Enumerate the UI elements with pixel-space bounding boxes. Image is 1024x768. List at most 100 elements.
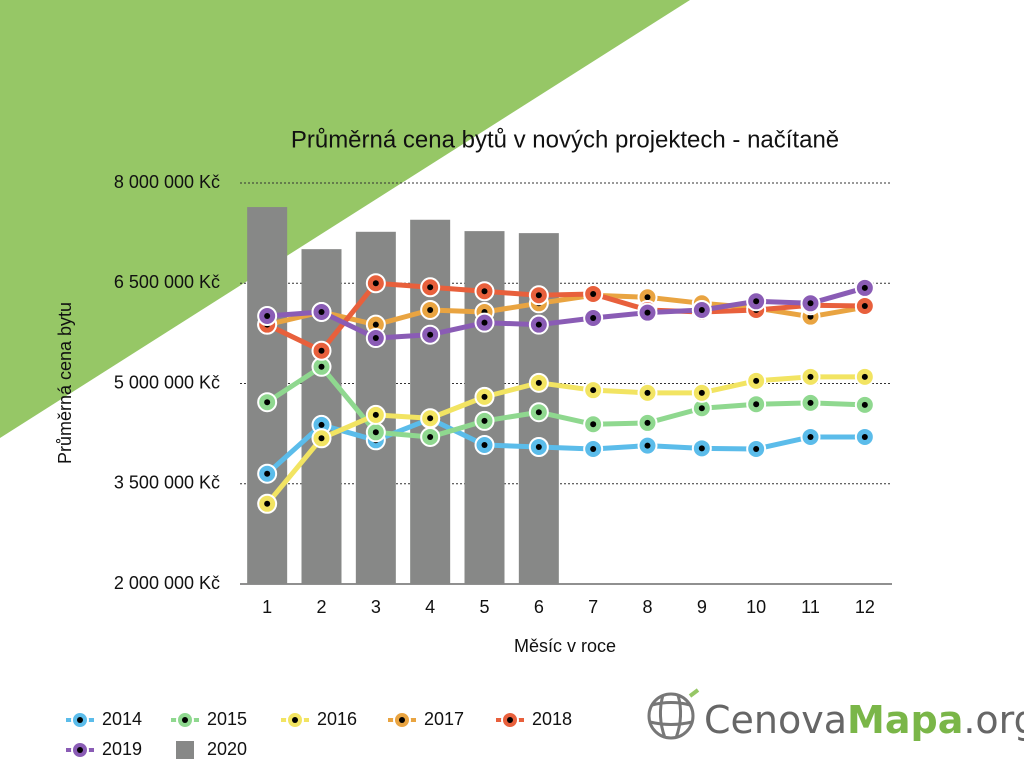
marker — [420, 324, 441, 345]
marker-dot — [535, 292, 542, 299]
x-tick-label: 1 — [262, 597, 272, 617]
marker — [800, 392, 821, 413]
legend-item: 2015 — [171, 709, 247, 729]
marker-dot — [590, 445, 597, 452]
marker-dot — [372, 411, 379, 418]
marker — [311, 428, 332, 449]
marker-dot — [427, 433, 434, 440]
logo-text: CenovaMapa.org — [704, 698, 1024, 742]
x-tick-label: 12 — [855, 597, 875, 617]
marker-dot — [535, 379, 542, 386]
marker — [420, 299, 441, 320]
marker-dot — [644, 294, 651, 301]
marker-dot — [590, 290, 597, 297]
legend-dot — [77, 717, 83, 723]
marker — [528, 314, 549, 335]
bar — [410, 219, 451, 584]
marker — [311, 301, 332, 322]
marker — [746, 394, 767, 415]
x-tick-label: 9 — [697, 597, 707, 617]
legend-item: 2019 — [66, 739, 142, 759]
chart-title: Průměrná cena bytů v nových projektech -… — [291, 126, 839, 153]
marker-dot — [427, 284, 434, 291]
marker — [583, 283, 604, 304]
marker — [257, 493, 278, 514]
marker-dot — [318, 308, 325, 315]
marker-dot — [427, 331, 434, 338]
marker-dot — [861, 302, 868, 309]
marker-dot — [753, 298, 760, 305]
legend-label: 2015 — [207, 709, 247, 729]
marker-dot — [264, 470, 271, 477]
marker-dot — [372, 429, 379, 436]
legend-item: 2020 — [176, 739, 247, 759]
marker-dot — [644, 389, 651, 396]
marker — [854, 394, 875, 415]
marker-dot — [644, 309, 651, 316]
legend-label: 2016 — [317, 709, 357, 729]
marker — [365, 273, 386, 294]
legend-label: 2017 — [424, 709, 464, 729]
marker — [746, 291, 767, 312]
marker — [854, 277, 875, 298]
marker — [854, 366, 875, 387]
x-tick-label: 11 — [801, 597, 820, 617]
legend-label: 2018 — [532, 709, 572, 729]
marker-dot — [372, 335, 379, 342]
marker-dot — [698, 306, 705, 313]
marker — [474, 312, 495, 333]
marker — [637, 382, 658, 403]
marker-dot — [481, 417, 488, 424]
marker-dot — [861, 433, 868, 440]
y-tick-label: 6 500 000 Kč — [114, 272, 220, 292]
logo-part: .org — [963, 698, 1024, 742]
marker — [257, 305, 278, 326]
legend-swatch — [176, 741, 194, 759]
marker — [474, 434, 495, 455]
marker — [691, 299, 712, 320]
y-tick-label: 3 500 000 Kč — [114, 473, 220, 493]
y-axis-label: Průměrná cena bytu — [55, 302, 75, 464]
marker — [800, 366, 821, 387]
marker — [365, 404, 386, 425]
marker-dot — [698, 405, 705, 412]
marker-dot — [535, 443, 542, 450]
marker-dot — [535, 321, 542, 328]
marker — [257, 392, 278, 413]
marker-dot — [318, 421, 325, 428]
marker — [365, 422, 386, 443]
marker-dot — [590, 315, 597, 322]
marker — [583, 380, 604, 401]
marker-dot — [318, 347, 325, 354]
marker — [583, 308, 604, 329]
marker — [691, 438, 712, 459]
x-tick-label: 6 — [534, 597, 544, 617]
marker — [637, 412, 658, 433]
marker — [691, 398, 712, 419]
marker — [583, 438, 604, 459]
marker-dot — [264, 500, 271, 507]
marker-dot — [535, 409, 542, 416]
marker-dot — [264, 312, 271, 319]
marker-dot — [698, 445, 705, 452]
legend-dot — [77, 747, 83, 753]
marker — [691, 382, 712, 403]
marker-dot — [753, 377, 760, 384]
marker-dot — [644, 442, 651, 449]
marker-dot — [481, 288, 488, 295]
legend-label: 2019 — [102, 739, 142, 759]
marker — [854, 295, 875, 316]
marker-dot — [807, 300, 814, 307]
marker-dot — [481, 319, 488, 326]
marker-dot — [753, 401, 760, 408]
legend-item: 2014 — [66, 709, 142, 729]
marker — [800, 426, 821, 447]
x-axis-label: Měsíc v roce — [514, 636, 616, 656]
legend-item: 2018 — [496, 709, 572, 729]
marker — [420, 277, 441, 298]
marker-dot — [698, 389, 705, 396]
marker-dot — [861, 401, 868, 408]
x-tick-label: 5 — [479, 597, 489, 617]
marker-dot — [807, 373, 814, 380]
